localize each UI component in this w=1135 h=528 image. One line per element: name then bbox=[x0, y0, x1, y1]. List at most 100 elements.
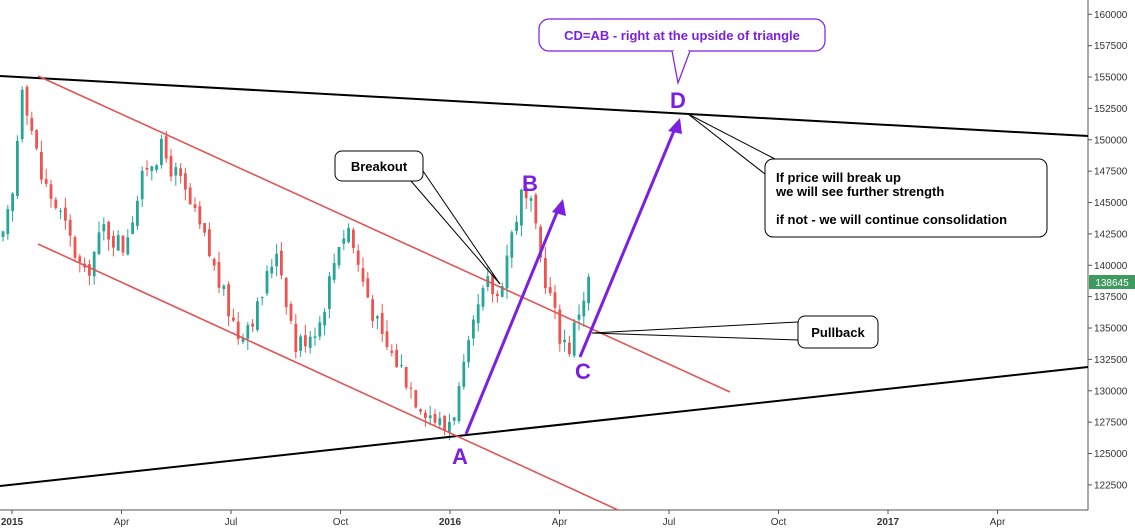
candle-body bbox=[35, 130, 38, 149]
pullback-callout-box bbox=[797, 315, 879, 349]
breakout-pointer-b bbox=[422, 170, 501, 285]
candle-body bbox=[505, 255, 509, 289]
candle-body bbox=[92, 251, 96, 277]
candle-group bbox=[1, 84, 590, 441]
note-line-2: we will see further strength bbox=[775, 184, 944, 199]
candle-body bbox=[232, 317, 235, 321]
candle-body bbox=[409, 387, 413, 389]
y-tick-label: 147500 bbox=[1094, 167, 1128, 178]
candle-body bbox=[404, 366, 408, 388]
candle-body bbox=[97, 232, 101, 255]
candle-body bbox=[68, 219, 72, 236]
candle-body bbox=[198, 206, 202, 225]
candle-body bbox=[481, 288, 485, 307]
ab-arrow-line bbox=[464, 204, 562, 435]
candle-body bbox=[260, 297, 264, 299]
candle-body bbox=[347, 227, 350, 243]
candle-body bbox=[20, 89, 24, 140]
candle-body bbox=[116, 235, 120, 251]
y-tick-label: 142500 bbox=[1094, 229, 1128, 240]
candle-body bbox=[308, 336, 312, 348]
candle-body bbox=[11, 193, 14, 212]
y-tick-label: 132500 bbox=[1094, 355, 1128, 366]
candle-body bbox=[1, 231, 5, 238]
pullback-label: Pullback bbox=[811, 325, 865, 340]
candle-body bbox=[299, 336, 302, 351]
candle-body bbox=[179, 168, 182, 177]
candle-body bbox=[102, 224, 106, 232]
candle-body bbox=[462, 361, 466, 387]
candle-body bbox=[112, 236, 115, 248]
y-tick-label: 140000 bbox=[1094, 261, 1128, 272]
y-tick-label: 160000 bbox=[1094, 10, 1128, 21]
y-tick-label: 125000 bbox=[1094, 449, 1128, 460]
y-tick-label: 150000 bbox=[1094, 135, 1128, 146]
candle-body bbox=[448, 421, 451, 433]
breakout-label: Breakout bbox=[351, 159, 408, 174]
y-tick-label: 127500 bbox=[1094, 418, 1128, 429]
channel-lower-line bbox=[37, 243, 619, 511]
candle-body bbox=[371, 299, 374, 321]
candle-body bbox=[582, 300, 586, 317]
candle-body bbox=[476, 304, 480, 324]
last-price-label: 138645 bbox=[1095, 278, 1129, 289]
candle-body bbox=[174, 167, 178, 176]
candle-body bbox=[390, 350, 394, 353]
candle-body bbox=[318, 322, 322, 337]
candle-body bbox=[16, 140, 19, 196]
candle-body bbox=[217, 261, 221, 288]
candle-body bbox=[184, 173, 187, 190]
candle-body bbox=[212, 259, 216, 266]
x-tick-label: 2015 bbox=[1, 517, 24, 528]
cd-arrow-line bbox=[578, 125, 678, 358]
candle-body bbox=[150, 166, 154, 172]
x-tick-label: Apr bbox=[114, 517, 130, 528]
note-pointer-b bbox=[687, 113, 766, 175]
candle-body bbox=[385, 331, 389, 348]
candle-body bbox=[568, 342, 571, 355]
y-tick-label: 152500 bbox=[1094, 104, 1128, 115]
candle-body bbox=[44, 178, 48, 184]
y-tick-label: 122500 bbox=[1094, 480, 1128, 491]
candle-body bbox=[428, 415, 432, 419]
candle-body bbox=[275, 253, 278, 267]
candle-body bbox=[380, 312, 384, 334]
y-tick-label: 135000 bbox=[1094, 324, 1128, 335]
triangle-lower-line bbox=[0, 366, 1089, 487]
candle-body bbox=[457, 386, 461, 422]
candle-body bbox=[376, 316, 379, 319]
candle-body bbox=[73, 237, 77, 258]
candle-body bbox=[510, 232, 514, 258]
candle-body bbox=[563, 339, 566, 343]
breakout-pointer-a bbox=[410, 180, 501, 285]
candle-body bbox=[54, 199, 58, 208]
candle-body bbox=[304, 335, 307, 347]
candle-body bbox=[59, 210, 62, 212]
candle-body bbox=[136, 200, 139, 226]
breakout-callout-box bbox=[334, 150, 424, 182]
candle-body bbox=[438, 418, 442, 425]
title-label: CD=AB - right at the upside of triangle bbox=[564, 28, 800, 43]
candle-body bbox=[188, 187, 192, 205]
candle-body bbox=[395, 349, 398, 367]
candle-body bbox=[524, 187, 528, 199]
x-tick-label: 2016 bbox=[439, 517, 462, 528]
candle-body bbox=[433, 413, 437, 423]
point-a-label: A bbox=[452, 444, 468, 469]
y-tick-label: 130000 bbox=[1094, 386, 1128, 397]
candle-body bbox=[145, 167, 149, 170]
x-tick-group: 2015 Apr Jul Oct 2016 Apr Jul Oct 2017 Apr bbox=[1, 510, 1006, 528]
candle-body bbox=[121, 235, 125, 253]
candle-body bbox=[160, 138, 163, 166]
candle-body bbox=[587, 276, 590, 304]
candle-body bbox=[414, 390, 418, 408]
candle-body bbox=[544, 258, 547, 289]
candle-body bbox=[443, 415, 446, 431]
note-line-1: If price will break up bbox=[776, 170, 901, 185]
candle-body bbox=[289, 304, 293, 321]
candle-body bbox=[270, 266, 274, 274]
candle-body bbox=[265, 271, 269, 294]
candle-body bbox=[164, 136, 168, 159]
candle-body bbox=[539, 226, 542, 258]
ab-arrowhead bbox=[552, 199, 566, 216]
